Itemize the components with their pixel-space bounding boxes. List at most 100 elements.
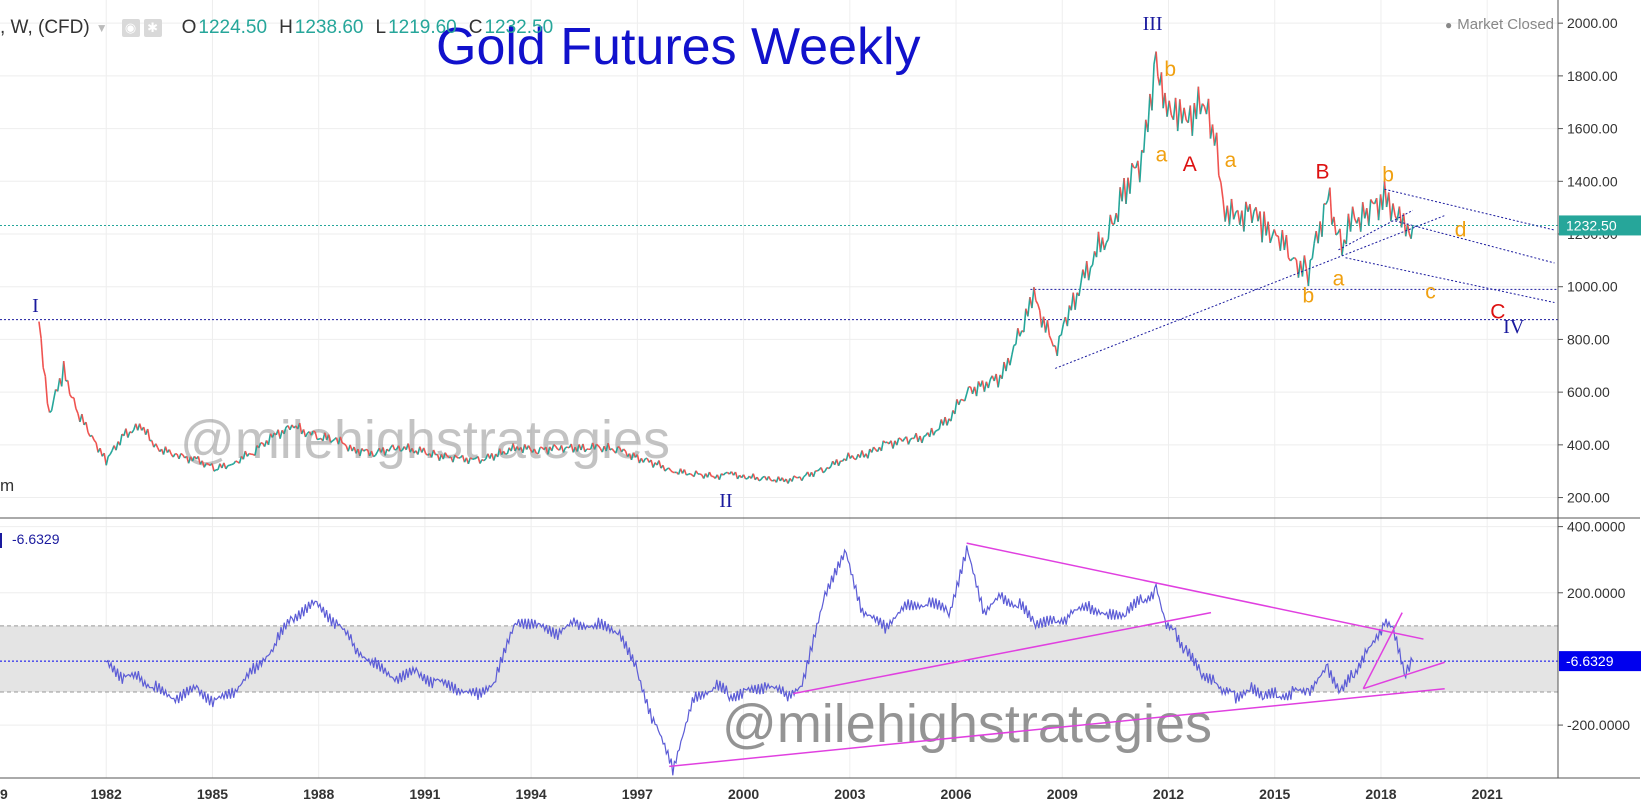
price-segment: [267, 433, 272, 446]
price-segment: [304, 432, 309, 438]
price-segment: [1038, 310, 1043, 328]
price-segment: [554, 445, 559, 450]
price-segment: [609, 447, 613, 451]
price-segment: [246, 453, 250, 457]
price-segment: [921, 436, 925, 444]
price-segment: [670, 469, 674, 473]
status-dot-icon: ●: [1445, 18, 1453, 32]
price-segment: [248, 452, 252, 455]
wave-label: I: [32, 295, 39, 317]
price-segment: [73, 397, 77, 409]
price-segment: [1215, 132, 1220, 176]
price-segment: [870, 446, 875, 453]
price-segment: [1168, 100, 1173, 116]
price-segment: [1011, 345, 1015, 356]
eye-icon[interactable]: ◉: [121, 19, 140, 37]
symbol-label[interactable]: , W, (CFD): [0, 17, 90, 38]
price-segment: [1402, 213, 1407, 237]
price-segment: [853, 458, 857, 461]
gear-icon[interactable]: ✱: [143, 19, 162, 37]
price-segment: [258, 442, 262, 449]
price-segment: [689, 472, 693, 476]
price-segment: [1037, 303, 1041, 311]
price-segment: [1345, 213, 1350, 245]
price-segment: [1410, 225, 1414, 239]
x-tick-label: 2018: [1365, 786, 1396, 802]
price-segment: [867, 448, 871, 459]
price-segment: [49, 410, 53, 414]
price-segment: [907, 439, 912, 445]
price-segment: [537, 447, 541, 454]
price-segment: [1142, 119, 1147, 153]
chevron-down-icon[interactable]: ▼: [95, 21, 108, 35]
price-segment: [62, 360, 67, 382]
price-segment: [105, 456, 109, 466]
price-segment: [683, 469, 688, 476]
price-segment: [1019, 330, 1023, 337]
y-tick-label: 600.00: [1567, 384, 1610, 400]
price-trendlines: [1055, 188, 1555, 369]
price-segment: [164, 446, 169, 453]
x-tick-label-fragment: 9: [0, 786, 8, 802]
left-edge-fragment: m: [0, 476, 15, 495]
price-segment: [254, 445, 258, 456]
wave-label: B: [1316, 161, 1330, 184]
last-price-tag: [1559, 215, 1641, 236]
price-segment: [225, 465, 229, 470]
price-segment: [1015, 328, 1019, 345]
price-segment: [238, 456, 243, 464]
price-segment: [203, 463, 207, 468]
price-segment: [1125, 177, 1129, 204]
price-segment: [233, 460, 237, 465]
price-segment: [231, 462, 234, 466]
price-segment: [958, 399, 962, 406]
price-segment: [668, 467, 672, 472]
indicator-line: [105, 545, 1414, 776]
x-tick-label: 2021: [1472, 786, 1503, 802]
price-segment: [318, 437, 322, 440]
y-tick-label: 400.00: [1567, 437, 1610, 453]
ind-y-tick-label: 200.0000: [1567, 585, 1626, 601]
price-segment: [760, 476, 764, 481]
price-segment: [828, 466, 832, 470]
price-segment: [168, 449, 172, 455]
price-segment: [330, 440, 334, 444]
price-segment: [46, 403, 51, 413]
price-segment: [963, 393, 968, 402]
price-segment: [1201, 103, 1206, 107]
price-segment: [1080, 269, 1084, 284]
price-segment: [550, 444, 555, 452]
price-segment: [1191, 102, 1196, 136]
price-segment: [901, 438, 906, 442]
price-trendline: [1055, 215, 1445, 369]
price-segment: [223, 462, 227, 470]
price-segment: [687, 472, 691, 476]
price-segment: [1066, 305, 1071, 327]
price-segment: [822, 470, 826, 474]
price-segment: [880, 440, 885, 452]
wave-label: IV: [1503, 316, 1525, 338]
price-segment: [547, 446, 551, 455]
x-tick-label: 1997: [622, 786, 653, 802]
price-segment: [1074, 292, 1078, 310]
price-segment: [1060, 324, 1065, 336]
price-segment: [372, 454, 376, 458]
price-segment: [617, 445, 620, 449]
price-segment: [1103, 242, 1108, 251]
price-segment: [502, 450, 507, 455]
price-segment: [793, 475, 797, 479]
price-segment: [388, 447, 392, 452]
price-segment: [686, 473, 689, 476]
price-segment: [1218, 175, 1222, 183]
price-segment: [772, 479, 775, 482]
price-segment: [469, 457, 473, 460]
price-segment: [975, 381, 980, 397]
price-segment: [131, 429, 135, 434]
price-segment: [52, 389, 57, 401]
price-segment: [138, 423, 143, 431]
price-segment: [983, 381, 988, 392]
x-tick-label: 1985: [197, 786, 228, 802]
price-segment: [211, 463, 215, 472]
price-segment: [722, 472, 726, 476]
y-tick-label: 1400.00: [1567, 173, 1618, 189]
